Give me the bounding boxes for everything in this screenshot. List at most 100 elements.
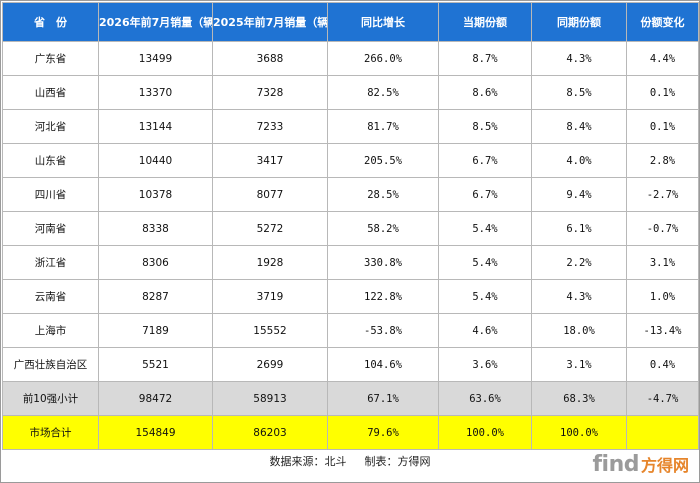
share-change-cell: 4.4% — [626, 41, 699, 76]
table-row: 广西壮族自治区 5521 2699 104.6% 3.6% 3.1% 0.4% — [2, 347, 699, 382]
yoy-growth-cell: 82.5% — [327, 75, 439, 110]
table-header-row: 省 份 2026年前7月销量（辆） 2025年前7月销量（辆） 同比增长 当期份… — [2, 2, 699, 42]
header-current-share: 当期份额 — [438, 2, 532, 42]
share-change-cell: -13.4% — [626, 313, 699, 348]
header-province: 省 份 — [2, 2, 99, 42]
current-share-cell: 5.4% — [438, 211, 532, 246]
sales-2025-cell: 2699 — [212, 347, 328, 382]
province-cell: 云南省 — [2, 279, 99, 314]
prior-share-cell: 9.4% — [531, 177, 627, 212]
current-share-cell: 100.0% — [438, 415, 532, 450]
total-row: 市场合计 154849 86203 79.6% 100.0% 100.0% — [2, 415, 699, 450]
share-change-cell: 1.0% — [626, 279, 699, 314]
share-change-cell: 0.4% — [626, 347, 699, 382]
province-cell: 河南省 — [2, 211, 99, 246]
current-share-cell: 8.7% — [438, 41, 532, 76]
province-cell: 上海市 — [2, 313, 99, 348]
current-share-cell: 3.6% — [438, 347, 532, 382]
yoy-growth-cell: 28.5% — [327, 177, 439, 212]
province-cell: 山西省 — [2, 75, 99, 110]
table-footer: 数据来源：北斗 制表：方得网 — [1, 453, 699, 469]
yoy-growth-cell: 330.8% — [327, 245, 439, 280]
prior-share-cell: 8.5% — [531, 75, 627, 110]
yoy-growth-cell: 81.7% — [327, 109, 439, 144]
logo-latin-text: find — [592, 452, 639, 477]
logo-cn-text: 方得网 — [640, 456, 689, 475]
yoy-growth-cell: 58.2% — [327, 211, 439, 246]
sales-2025-cell: 7328 — [212, 75, 328, 110]
current-share-cell: 5.4% — [438, 245, 532, 280]
sales-2026-cell: 8338 — [98, 211, 213, 246]
share-change-cell: -0.7% — [626, 211, 699, 246]
prior-share-cell: 6.1% — [531, 211, 627, 246]
data-source-note: 数据来源：北斗 — [269, 455, 347, 468]
province-cell: 浙江省 — [2, 245, 99, 280]
prior-share-cell: 100.0% — [531, 415, 627, 450]
share-change-cell: -4.7% — [626, 381, 699, 416]
sales-2026-cell: 5521 — [98, 347, 213, 382]
share-change-cell: 3.1% — [626, 245, 699, 280]
table-row: 河南省 8338 5272 58.2% 5.4% 6.1% -0.7% — [2, 211, 699, 246]
sales-2026-cell: 8306 — [98, 245, 213, 280]
province-cell: 市场合计 — [2, 415, 99, 450]
province-cell: 前10强小计 — [2, 381, 99, 416]
sales-2026-cell: 13144 — [98, 109, 213, 144]
sales-2026-cell: 10440 — [98, 143, 213, 178]
province-cell: 山东省 — [2, 143, 99, 178]
current-share-cell: 4.6% — [438, 313, 532, 348]
sales-2025-cell: 8077 — [212, 177, 328, 212]
sales-2026-cell: 154849 — [98, 415, 213, 450]
share-change-cell — [626, 415, 699, 450]
current-share-cell: 63.6% — [438, 381, 532, 416]
prior-share-cell: 4.0% — [531, 143, 627, 178]
yoy-growth-cell: 205.5% — [327, 143, 439, 178]
table-row: 广东省 13499 3688 266.0% 8.7% 4.3% 4.4% — [2, 41, 699, 76]
share-change-cell: 0.1% — [626, 75, 699, 110]
sales-2025-cell: 58913 — [212, 381, 328, 416]
header-sales-2025: 2025年前7月销量（辆） — [212, 2, 328, 42]
current-share-cell: 5.4% — [438, 279, 532, 314]
sales-2025-cell: 3417 — [212, 143, 328, 178]
prior-share-cell: 18.0% — [531, 313, 627, 348]
prior-share-cell: 4.3% — [531, 41, 627, 76]
share-change-cell: -2.7% — [626, 177, 699, 212]
subtotal-row: 前10强小计 98472 58913 67.1% 63.6% 68.3% -4.7% — [2, 381, 699, 416]
province-cell: 广西壮族自治区 — [2, 347, 99, 382]
current-share-cell: 8.5% — [438, 109, 532, 144]
sales-table: 省 份 2026年前7月销量（辆） 2025年前7月销量（辆） 同比增长 当期份… — [2, 2, 699, 450]
sales-2025-cell: 3688 — [212, 41, 328, 76]
header-prior-share: 同期份额 — [531, 2, 627, 42]
table-row: 河北省 13144 7233 81.7% 8.5% 8.4% 0.1% — [2, 109, 699, 144]
yoy-growth-cell: 266.0% — [327, 41, 439, 76]
prior-share-cell: 3.1% — [531, 347, 627, 382]
sales-2025-cell: 7233 — [212, 109, 328, 144]
table-row: 浙江省 8306 1928 330.8% 5.4% 2.2% 3.1% — [2, 245, 699, 280]
prior-share-cell: 2.2% — [531, 245, 627, 280]
current-share-cell: 6.7% — [438, 177, 532, 212]
share-change-cell: 0.1% — [626, 109, 699, 144]
table-row: 四川省 10378 8077 28.5% 6.7% 9.4% -2.7% — [2, 177, 699, 212]
table-body: 广东省 13499 3688 266.0% 8.7% 4.3% 4.4% 山西省 13370 73… — [2, 41, 699, 450]
sales-2026-cell: 7189 — [98, 313, 213, 348]
sales-2026-cell: 13370 — [98, 75, 213, 110]
sales-2025-cell: 15552 — [212, 313, 328, 348]
yoy-growth-cell: 122.8% — [327, 279, 439, 314]
sales-2025-cell: 3719 — [212, 279, 328, 314]
share-change-cell: 2.8% — [626, 143, 699, 178]
prior-share-cell: 68.3% — [531, 381, 627, 416]
current-share-cell: 8.6% — [438, 75, 532, 110]
prior-share-cell: 4.3% — [531, 279, 627, 314]
sales-2026-cell: 13499 — [98, 41, 213, 76]
sales-2025-cell: 5272 — [212, 211, 328, 246]
header-yoy-growth: 同比增长 — [327, 2, 439, 42]
prior-share-cell: 8.4% — [531, 109, 627, 144]
table-row: 上海市 7189 15552 -53.8% 4.6% 18.0% -13.4% — [2, 313, 699, 348]
table-row: 云南省 8287 3719 122.8% 5.4% 4.3% 1.0% — [2, 279, 699, 314]
sales-2025-cell: 86203 — [212, 415, 328, 450]
yoy-growth-cell: 104.6% — [327, 347, 439, 382]
sales-2025-cell: 1928 — [212, 245, 328, 280]
header-share-change: 份额变化 — [626, 2, 699, 42]
watermark-logo: find 方得网 — [592, 450, 689, 476]
province-cell: 河北省 — [2, 109, 99, 144]
